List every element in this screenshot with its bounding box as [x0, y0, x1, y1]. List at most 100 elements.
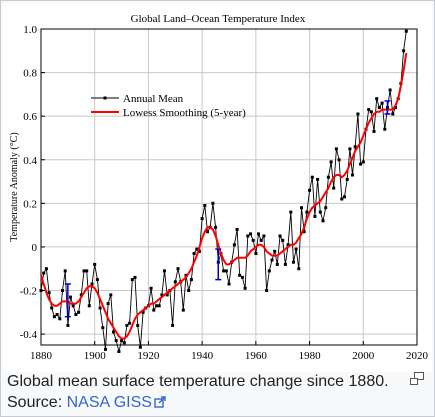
- source-link[interactable]: NASA GISS: [67, 394, 166, 411]
- annual-mean-point: [297, 267, 301, 271]
- temperature-chart: Global Land–Ocean Temperature Index Temp…: [9, 13, 429, 362]
- annual-mean-point: [163, 269, 166, 273]
- y-tick-label: 0.6: [23, 111, 37, 123]
- annual-mean-point: [318, 210, 322, 214]
- annual-mean-point: [257, 232, 260, 236]
- annual-mean-point: [235, 228, 239, 231]
- annual-mean-point: [122, 341, 126, 345]
- annual-mean-point: [71, 304, 75, 308]
- annual-mean-point: [189, 278, 193, 282]
- y-tick-label: 0: [32, 242, 38, 254]
- annual-mean-point: [95, 278, 99, 282]
- annual-mean-point: [112, 330, 115, 334]
- annual-mean-point: [367, 108, 371, 112]
- annual-mean-point: [388, 88, 392, 92]
- annual-mean-point: [351, 173, 354, 177]
- annual-mean-point: [321, 219, 325, 223]
- annual-mean-point: [369, 110, 373, 114]
- annual-mean-point: [69, 295, 72, 299]
- annual-mean-point: [240, 275, 244, 279]
- annual-mean-point: [50, 306, 54, 310]
- annual-mean-point: [334, 147, 338, 151]
- annual-mean-point: [82, 269, 86, 273]
- lowess-smoothing-line: [40, 52, 408, 340]
- annual-mean-point: [377, 106, 381, 109]
- annual-mean-point: [278, 234, 282, 238]
- annual-mean-point: [246, 234, 250, 238]
- annual-mean-point: [275, 262, 279, 266]
- annual-mean-point: [302, 230, 306, 234]
- annual-mean-point: [130, 278, 134, 282]
- legend-marker-annual-mean: [103, 96, 107, 100]
- annual-mean-point: [93, 262, 97, 266]
- annual-mean-point: [214, 225, 218, 229]
- annual-mean-point: [55, 313, 59, 316]
- x-tick-label: 1880: [30, 350, 53, 362]
- annual-mean-point: [353, 145, 357, 149]
- annual-mean-point: [47, 291, 51, 295]
- annual-mean-point: [308, 188, 312, 192]
- annual-mean-point: [310, 175, 314, 179]
- annual-mean-point: [254, 252, 258, 255]
- annual-mean-point: [152, 308, 156, 312]
- x-tick-label: 1960: [245, 350, 268, 362]
- caption-text: Global mean surface temperature change s…: [7, 373, 389, 411]
- annual-mean-point: [120, 339, 124, 343]
- annual-mean-point: [198, 249, 201, 253]
- annual-mean-point: [329, 160, 333, 164]
- annual-mean-point: [42, 271, 46, 275]
- annual-mean-point: [251, 238, 255, 242]
- y-tick-label: 1.0: [23, 24, 37, 36]
- source-link-label: NASA GISS: [66, 394, 152, 411]
- x-tick-label: 2000: [352, 350, 375, 362]
- annual-mean-point: [136, 323, 140, 327]
- y-tick-label: 0.4: [23, 155, 37, 167]
- annual-mean-point: [206, 230, 209, 234]
- annual-mean-point: [114, 339, 118, 343]
- plot-area-frame: [40, 28, 418, 346]
- annual-mean-point: [149, 286, 153, 290]
- annual-mean-point: [187, 289, 191, 292]
- x-tick-label: 1900: [84, 350, 107, 362]
- annual-mean-point: [39, 289, 43, 292]
- y-tick-label: 0.2: [23, 198, 37, 210]
- annual-mean-point: [66, 323, 70, 327]
- figure-caption: Global mean surface temperature change s…: [7, 371, 427, 413]
- annual-mean-point: [383, 127, 387, 131]
- x-tick-label: 2020: [406, 350, 429, 362]
- annual-mean-point: [313, 214, 317, 218]
- annual-mean-point: [249, 232, 252, 236]
- annual-mean-point: [176, 267, 180, 271]
- annual-mean-point: [294, 247, 298, 251]
- annual-mean-point: [117, 350, 121, 353]
- annual-mean-point: [273, 249, 277, 253]
- annual-mean-point: [316, 177, 320, 181]
- annual-mean-point: [348, 147, 352, 151]
- annual-mean-point: [211, 201, 215, 205]
- enlarge-button[interactable]: [409, 372, 425, 386]
- chart-image[interactable]: Global Land–Ocean Temperature Index Temp…: [3, 3, 432, 372]
- annual-mean-point: [85, 269, 89, 273]
- annual-mean-point: [171, 323, 175, 327]
- annual-mean-point: [356, 112, 360, 116]
- annual-mean-point: [106, 302, 110, 306]
- annual-mean-point: [281, 238, 285, 242]
- annual-mean-point: [267, 269, 271, 273]
- y-tick-label: -0.4: [20, 329, 38, 341]
- annual-mean-point: [90, 282, 94, 286]
- annual-mean-point: [133, 275, 137, 279]
- annual-mean-point: [195, 247, 199, 251]
- external-link-icon: [154, 396, 166, 408]
- annual-mean-point: [380, 101, 384, 105]
- annual-mean-point: [326, 175, 330, 179]
- annual-mean-point: [227, 282, 231, 286]
- annual-mean-point: [361, 160, 365, 164]
- annual-mean-point: [74, 313, 78, 316]
- annual-mean-point: [283, 262, 287, 266]
- y-tick-label: -0.2: [20, 286, 37, 298]
- x-tick-label: 1980: [299, 350, 322, 362]
- annual-mean-point: [128, 321, 132, 325]
- annual-mean-point: [58, 317, 62, 321]
- annual-mean-point: [324, 206, 328, 210]
- annual-mean-point: [157, 304, 161, 308]
